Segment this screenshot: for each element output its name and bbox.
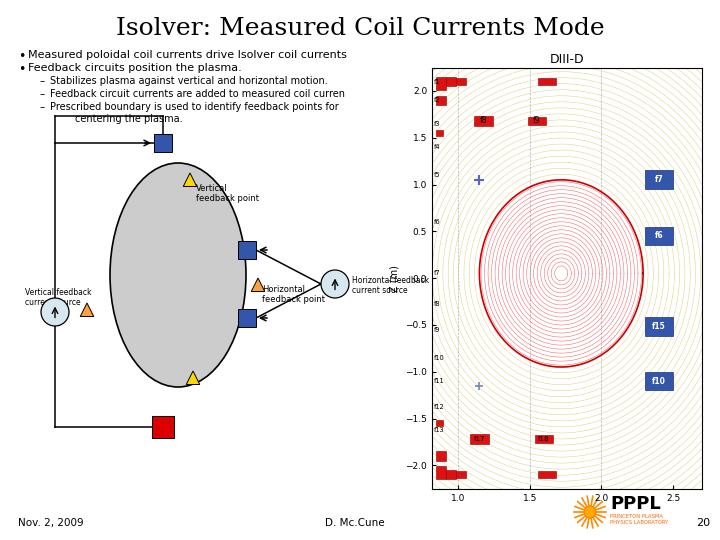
Bar (644, 372, 673, 390)
Bar (528, 117, 546, 125)
Bar (436, 451, 446, 461)
Bar (154, 134, 172, 152)
Bar (238, 241, 256, 259)
Text: f10: f10 (652, 376, 666, 386)
Bar (436, 130, 443, 136)
Bar (474, 116, 493, 126)
Polygon shape (186, 371, 199, 384)
Polygon shape (184, 173, 197, 186)
Bar (446, 470, 456, 479)
Bar (446, 77, 456, 86)
Text: Vertical feedback
current source: Vertical feedback current source (25, 288, 91, 307)
Bar (436, 77, 446, 90)
Text: Horizontal feedback
current source: Horizontal feedback current source (352, 276, 429, 295)
Bar (538, 78, 557, 85)
Bar (456, 78, 466, 85)
Text: –: – (40, 76, 45, 86)
Text: Isolver: Measured Coil Currents Mode: Isolver: Measured Coil Currents Mode (116, 17, 604, 40)
Text: 20: 20 (696, 518, 710, 528)
Text: Horizontal
feedback point: Horizontal feedback point (262, 285, 325, 305)
Text: f7: f7 (433, 271, 440, 276)
Bar (436, 466, 446, 480)
Bar (456, 471, 466, 478)
Text: Vertical
feedback point: Vertical feedback point (196, 184, 259, 204)
Bar (436, 96, 446, 105)
Text: f12: f12 (433, 404, 444, 410)
Text: f10: f10 (433, 355, 444, 361)
Bar (535, 435, 554, 443)
Text: –: – (40, 102, 45, 112)
Text: –: – (40, 89, 45, 99)
Text: f9: f9 (533, 116, 541, 125)
Circle shape (321, 270, 349, 298)
Text: f1: f1 (433, 78, 440, 85)
Text: f15: f15 (652, 322, 666, 331)
Bar (644, 227, 673, 245)
Text: f6: f6 (654, 232, 663, 240)
Text: Prescribed boundary is used to identify feedback points for
        centering th: Prescribed boundary is used to identify … (50, 102, 338, 124)
Bar (644, 171, 673, 189)
Text: f3: f3 (433, 120, 440, 127)
Bar (470, 434, 489, 444)
Ellipse shape (110, 163, 246, 387)
Text: Measured poloidal coil currents drive Isolver coil currents: Measured poloidal coil currents drive Is… (28, 50, 347, 60)
Text: Feedback circuits position the plasma.: Feedback circuits position the plasma. (28, 63, 242, 73)
Bar (538, 471, 557, 478)
Text: D. Mc.Cune: D. Mc.Cune (325, 518, 384, 528)
Text: f9: f9 (433, 327, 440, 333)
Text: f6: f6 (433, 219, 440, 225)
Text: PPPL: PPPL (610, 495, 661, 513)
Text: •: • (18, 63, 25, 76)
Text: f5: f5 (433, 172, 440, 178)
Text: PHYSICS LABORATORY: PHYSICS LABORATORY (610, 519, 668, 524)
Polygon shape (80, 303, 94, 316)
Text: f8: f8 (480, 116, 487, 125)
Bar (644, 318, 673, 336)
Title: DIII-D: DIII-D (549, 53, 585, 66)
Text: Nov. 2, 2009: Nov. 2, 2009 (18, 518, 84, 528)
Polygon shape (251, 278, 265, 292)
Text: f8: f8 (433, 301, 440, 307)
Circle shape (41, 298, 69, 326)
Text: f13: f13 (433, 427, 444, 433)
Text: •: • (18, 50, 25, 63)
Bar (238, 309, 256, 327)
Text: PRINCETON PLASMA: PRINCETON PLASMA (610, 514, 663, 518)
Text: f11: f11 (433, 378, 444, 384)
Y-axis label: Z (m): Z (m) (390, 265, 400, 292)
Text: f18: f18 (539, 436, 550, 442)
Bar (152, 416, 174, 438)
Bar (436, 420, 443, 426)
Text: f17: f17 (474, 436, 485, 442)
Text: Feedback circuit currents are added to measured coil curren: Feedback circuit currents are added to m… (50, 89, 345, 99)
Text: Stabilizes plasma against vertical and horizontal motion.: Stabilizes plasma against vertical and h… (50, 76, 328, 86)
Text: f4: f4 (433, 144, 440, 150)
Text: f7: f7 (654, 176, 663, 184)
Circle shape (584, 506, 596, 518)
Text: f2: f2 (433, 97, 440, 103)
